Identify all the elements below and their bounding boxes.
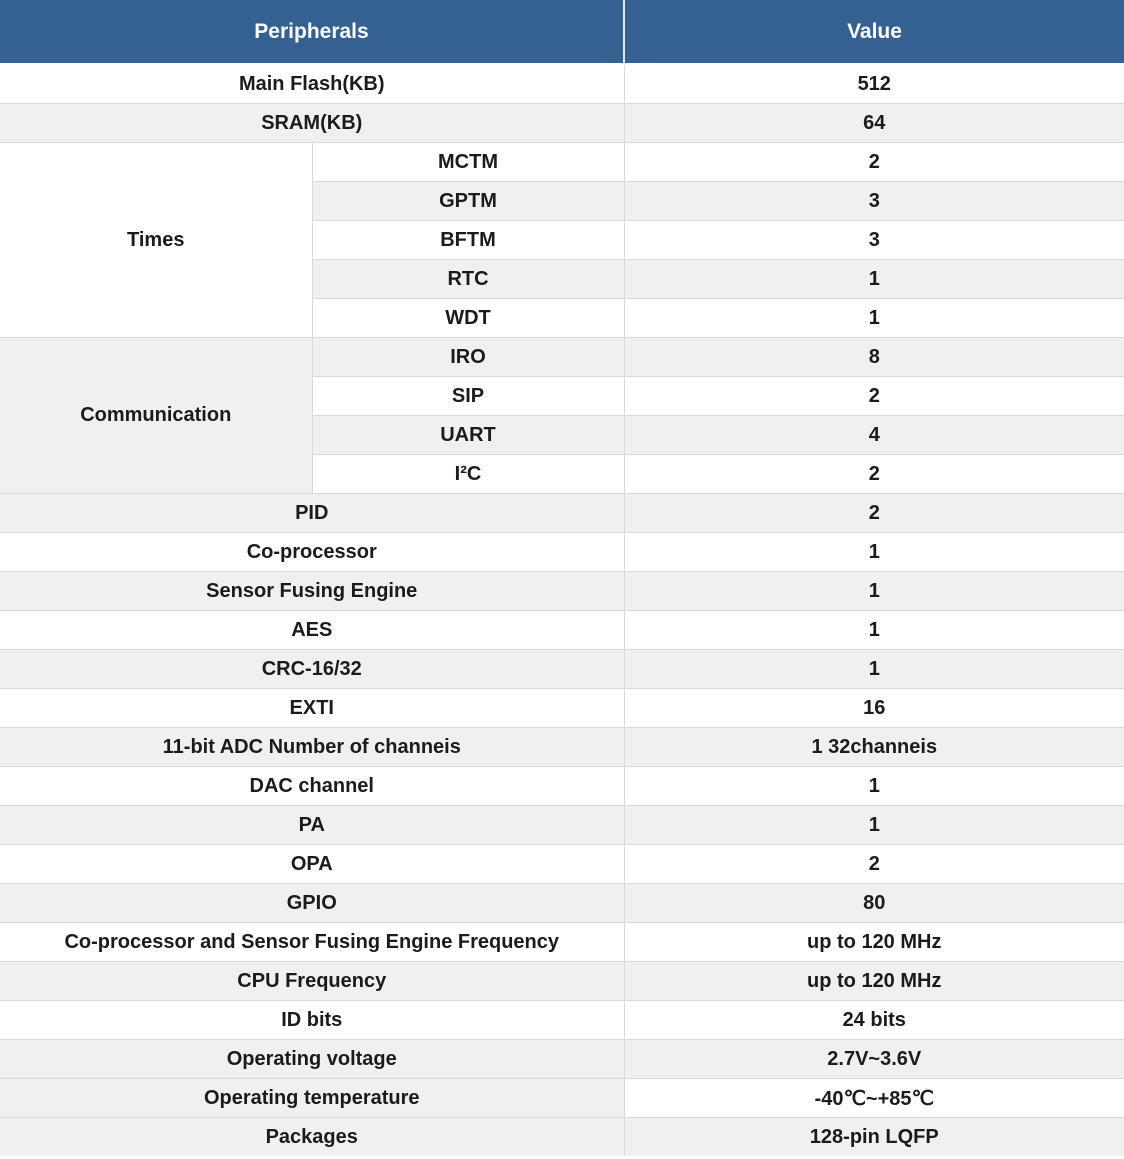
table-row: CRC-16/32 1 <box>0 649 1124 689</box>
row-value: 8 <box>623 337 1124 377</box>
row-value: 1 32channeis <box>623 727 1124 767</box>
row-label: Operating voltage <box>0 1039 625 1079</box>
row-label: CPU Frequency <box>0 961 625 1001</box>
table-row: OPA 2 <box>0 844 1124 884</box>
row-value: 1 <box>623 571 1124 611</box>
row-value: up to 120 MHz <box>623 961 1124 1001</box>
table-row: PA 1 <box>0 805 1124 845</box>
row-value: 512 <box>623 63 1124 104</box>
sub-label: WDT <box>311 298 625 338</box>
table-row: Times MCTM 2 <box>0 142 1124 338</box>
table-row: AES 1 <box>0 610 1124 650</box>
row-value: 3 <box>623 220 1124 260</box>
table-row: Co-processor and Sensor Fusing Engine Fr… <box>0 922 1124 962</box>
table-row: BFTM 3 <box>0 220 1124 260</box>
table-row: RTC 1 <box>0 259 1124 299</box>
table-row: PID 2 <box>0 493 1124 533</box>
table-row: I²C 2 <box>0 454 1124 494</box>
row-label: PA <box>0 805 625 845</box>
row-value: up to 120 MHz <box>623 922 1124 962</box>
row-value: 2 <box>623 454 1124 494</box>
row-label: Packages <box>0 1117 625 1157</box>
table-row: EXTI 16 <box>0 688 1124 728</box>
row-value: 80 <box>623 883 1124 923</box>
table-row: Main Flash(KB) 512 <box>0 63 1124 104</box>
row-label: Co-processor <box>0 532 625 572</box>
sub-label: SIP <box>311 376 625 416</box>
row-label: ID bits <box>0 1000 625 1040</box>
row-value: 1 <box>623 610 1124 650</box>
sub-label: RTC <box>311 259 625 299</box>
table-row: Packages 128-pin LQFP <box>0 1117 1124 1157</box>
row-label: DAC channel <box>0 766 625 806</box>
table-row: Co-processor 1 <box>0 532 1124 572</box>
row-value: 1 <box>623 649 1124 689</box>
table-row: Sensor Fusing Engine 1 <box>0 571 1124 611</box>
group-label-communication: Communication <box>0 337 313 494</box>
row-value: 1 <box>623 259 1124 299</box>
table-row: DAC channel 1 <box>0 766 1124 806</box>
sub-label: MCTM <box>311 142 625 182</box>
row-value: 2 <box>623 844 1124 884</box>
row-label: OPA <box>0 844 625 884</box>
table-row: WDT 1 <box>0 298 1124 338</box>
sub-label: GPTM <box>311 181 625 221</box>
row-label: SRAM(KB) <box>0 103 625 143</box>
row-label: Operating temperature <box>0 1078 625 1118</box>
row-value: 2 <box>623 142 1124 182</box>
row-label: Co-processor and Sensor Fusing Engine Fr… <box>0 922 625 962</box>
row-value: 2 <box>623 493 1124 533</box>
row-label: Main Flash(KB) <box>0 63 625 104</box>
row-label: CRC-16/32 <box>0 649 625 689</box>
column-header-value: Value <box>624 0 1124 65</box>
row-value: 128-pin LQFP <box>623 1117 1124 1157</box>
row-value: 16 <box>623 688 1124 728</box>
row-value: 1 <box>623 532 1124 572</box>
table-row: SRAM(KB) 64 <box>0 103 1124 143</box>
row-label: PID <box>0 493 625 533</box>
row-label: Sensor Fusing Engine <box>0 571 625 611</box>
row-label: AES <box>0 610 625 650</box>
row-value: 1 <box>623 298 1124 338</box>
table-row: UART 4 <box>0 415 1124 455</box>
row-label: 11-bit ADC Number of channeis <box>0 727 625 767</box>
sub-label: BFTM <box>311 220 625 260</box>
table-row: Operating voltage 2.7V~3.6V <box>0 1039 1124 1079</box>
row-value: 64 <box>623 103 1124 143</box>
row-label: GPIO <box>0 883 625 923</box>
row-value: 2 <box>623 376 1124 416</box>
table-row: GPIO 80 <box>0 883 1124 923</box>
row-value: 24 bits <box>623 1000 1124 1040</box>
table-row: ID bits 24 bits <box>0 1000 1124 1040</box>
sub-label: IRO <box>311 337 625 377</box>
sub-label: UART <box>311 415 625 455</box>
row-value: 1 <box>623 766 1124 806</box>
table-row: Operating temperature -40℃~+85℃ <box>0 1078 1124 1118</box>
row-value: -40℃~+85℃ <box>623 1078 1124 1118</box>
table-row: SIP 2 <box>0 376 1124 416</box>
row-value: 3 <box>623 181 1124 221</box>
sub-label: I²C <box>311 454 625 494</box>
row-value: 4 <box>623 415 1124 455</box>
table-row: Communication IRO 8 <box>0 337 1124 494</box>
table-row: 11-bit ADC Number of channeis 1 32channe… <box>0 727 1124 767</box>
group-label-times: Times <box>0 142 313 338</box>
row-value: 1 <box>623 805 1124 845</box>
header-row: Peripherals Value <box>0 0 1124 65</box>
row-label: EXTI <box>0 688 625 728</box>
row-value: 2.7V~3.6V <box>623 1039 1124 1079</box>
table-row: CPU Frequency up to 120 MHz <box>0 961 1124 1001</box>
column-header-peripherals: Peripherals <box>0 0 625 65</box>
